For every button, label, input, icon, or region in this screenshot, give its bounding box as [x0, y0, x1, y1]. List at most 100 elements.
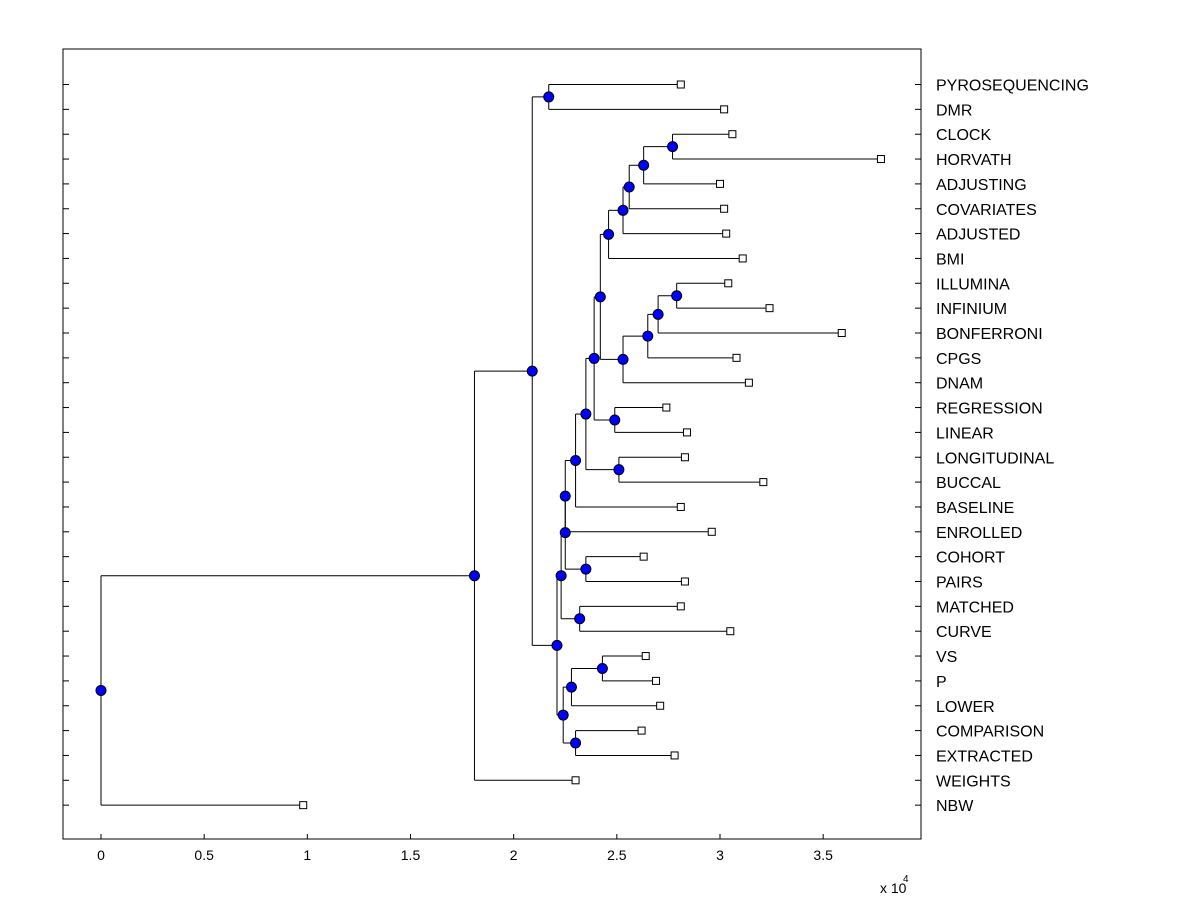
merge-node-marker	[559, 527, 571, 539]
merge-node-marker	[580, 408, 592, 420]
leaf-label: INFINIUM	[936, 301, 1007, 318]
leaf-label: LINEAR	[936, 425, 994, 442]
merge-node-marker	[617, 353, 629, 365]
tick-group: 0 0.5 1 1.5 2 2.5 3 3.5	[63, 84, 921, 863]
leaf-marker	[738, 254, 747, 263]
x-tick-label: 0	[97, 847, 105, 863]
leaf-label: ADJUSTING	[936, 177, 1027, 194]
x-tick-label: 0.5	[194, 847, 214, 863]
leaf-marker	[680, 453, 689, 462]
x-multiplier-exponent: 4	[903, 874, 909, 885]
leaf-marker	[724, 279, 733, 288]
merge-node-marker	[652, 308, 664, 320]
leaf-marker	[571, 776, 580, 785]
merge-node-marker	[555, 570, 567, 582]
leaf-marker	[641, 652, 650, 661]
merge-node-marker	[559, 490, 571, 502]
merge-node-marker	[594, 291, 606, 303]
leaf-label: ADJUSTED	[936, 227, 1020, 244]
x-tick-label: 1	[303, 847, 311, 863]
leaf-label: REGRESSION	[936, 401, 1043, 418]
merge-node-marker	[557, 709, 569, 721]
plot-area	[62, 48, 922, 840]
leaf-label: CLOCK	[936, 127, 991, 144]
leaf-marker	[707, 527, 716, 536]
merge-node-marker	[565, 681, 577, 693]
leaf-label: ILLUMINA	[936, 276, 1010, 293]
leaf-label: NBW	[936, 798, 974, 815]
leaf-marker	[676, 80, 685, 89]
leaf-label: BMI	[936, 251, 964, 268]
merge-node-marker	[588, 352, 600, 364]
leaf-marker	[656, 701, 665, 710]
leaf-marker	[670, 751, 679, 760]
leaf-marker	[720, 105, 729, 114]
leaf-marker	[682, 428, 691, 437]
x-tick-label: 2	[510, 847, 518, 863]
leaf-label: COVARIATES	[936, 202, 1037, 219]
merge-node-marker	[609, 414, 621, 426]
merge-node-marker	[580, 563, 592, 575]
leaf-marker	[722, 229, 731, 238]
leaf-marker	[716, 179, 724, 188]
x-tick-label: 1.5	[401, 847, 421, 863]
merge-node-marker	[623, 181, 635, 193]
leaf-label: VS	[936, 649, 957, 666]
leaf-marker-group	[299, 80, 885, 810]
merge-node-marker	[551, 639, 563, 651]
merge-node-marker	[613, 464, 625, 476]
leaf-marker	[639, 552, 648, 561]
leaf-marker	[726, 627, 735, 636]
leaf-marker	[637, 726, 646, 735]
merge-node-marker	[671, 290, 683, 302]
x-tick-label: 3.5	[813, 847, 833, 863]
leaf-marker	[732, 353, 741, 362]
merge-node-marker	[617, 204, 629, 216]
merge-node-marker	[570, 737, 582, 749]
leaf-label: EXTRACTED	[936, 748, 1033, 765]
leaf-marker	[744, 378, 753, 387]
leaf-marker	[652, 676, 661, 685]
x-multiplier-label: x 10	[880, 880, 907, 896]
leaf-label: BUCCAL	[936, 475, 1001, 492]
leaf-label: MATCHED	[936, 599, 1014, 616]
leaf-label-group: PYROSEQUENCING DMR CLOCK HORVATH ADJUSTING CO…	[936, 78, 1089, 816]
leaf-label: ENROLLED	[936, 525, 1022, 542]
merge-node-marker	[526, 365, 538, 377]
leaf-label: LOWER	[936, 699, 995, 716]
leaf-label: CPGS	[936, 351, 981, 368]
leaf-label: P	[936, 674, 947, 691]
leaf-label: HORVATH	[936, 152, 1012, 169]
leaf-label: CURVE	[936, 624, 992, 641]
leaf-label: WEIGHTS	[936, 773, 1011, 790]
merge-node-marker	[468, 570, 480, 582]
node-marker-group	[95, 91, 683, 749]
merge-node-marker	[596, 662, 608, 674]
leaf-marker	[720, 204, 729, 213]
merge-node-marker	[570, 455, 582, 467]
leaf-marker	[765, 304, 774, 313]
x-tick-label: 3	[716, 847, 724, 863]
merge-node-marker	[574, 613, 586, 625]
leaf-marker	[299, 801, 308, 810]
leaf-marker	[676, 502, 685, 511]
leaf-label: COMPARISON	[936, 724, 1044, 741]
leaf-label: DMR	[936, 102, 972, 119]
leaf-label: BASELINE	[936, 500, 1014, 517]
merge-node-marker	[543, 91, 555, 103]
leaf-label: PAIRS	[936, 575, 983, 592]
merge-node-marker	[603, 228, 615, 240]
leaf-marker	[662, 403, 671, 412]
leaf-marker	[680, 577, 689, 586]
leaf-label: LONGITUDINAL	[936, 450, 1054, 467]
leaf-label: COHORT	[936, 550, 1005, 567]
merge-node-marker	[95, 684, 107, 696]
merge-node-marker	[667, 141, 679, 153]
x-tick-label: 2.5	[607, 847, 627, 863]
leaf-marker	[876, 155, 885, 164]
leaf-marker	[676, 602, 685, 611]
leaf-label: PYROSEQUENCING	[936, 78, 1089, 95]
leaf-label: DNAM	[936, 376, 983, 393]
leaf-marker	[837, 329, 846, 337]
